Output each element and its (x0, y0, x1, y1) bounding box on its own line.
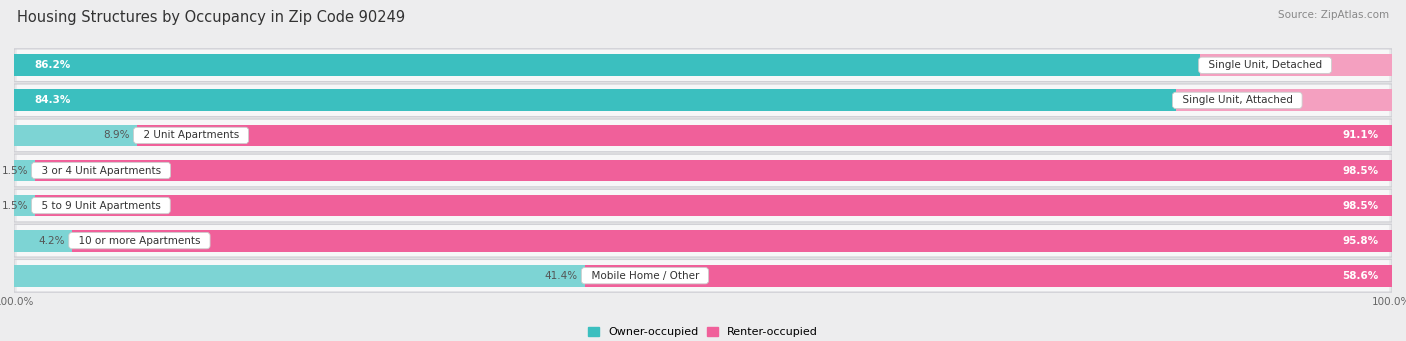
Text: 5 to 9 Unit Apartments: 5 to 9 Unit Apartments (35, 201, 167, 211)
Bar (1201, 55, 1392, 76)
Bar (14, 195, 35, 217)
Bar (14, 265, 585, 286)
FancyBboxPatch shape (14, 84, 1392, 117)
Bar (35, 160, 1392, 181)
Text: 10 or more Apartments: 10 or more Apartments (72, 236, 207, 246)
Text: 13.9%: 13.9% (1209, 60, 1241, 70)
FancyBboxPatch shape (17, 260, 1389, 291)
FancyBboxPatch shape (17, 155, 1389, 186)
Text: 58.6%: 58.6% (1341, 271, 1378, 281)
Bar (14, 89, 1175, 111)
Text: 84.3%: 84.3% (35, 95, 72, 105)
FancyBboxPatch shape (14, 119, 1392, 152)
FancyBboxPatch shape (14, 49, 1392, 82)
Text: 4.2%: 4.2% (38, 236, 65, 246)
Text: 1.5%: 1.5% (1, 165, 28, 176)
Bar (35, 195, 1392, 217)
Text: Mobile Home / Other: Mobile Home / Other (585, 271, 706, 281)
FancyBboxPatch shape (14, 189, 1392, 222)
Bar (14, 230, 72, 252)
Text: Single Unit, Attached: Single Unit, Attached (1175, 95, 1299, 105)
FancyBboxPatch shape (14, 154, 1392, 187)
FancyBboxPatch shape (14, 259, 1392, 292)
Text: 91.1%: 91.1% (1343, 130, 1378, 140)
Text: Single Unit, Detached: Single Unit, Detached (1202, 60, 1329, 70)
Text: Housing Structures by Occupancy in Zip Code 90249: Housing Structures by Occupancy in Zip C… (17, 10, 405, 25)
Text: 2 Unit Apartments: 2 Unit Apartments (136, 130, 246, 140)
Text: 8.9%: 8.9% (103, 130, 129, 140)
Text: 98.5%: 98.5% (1343, 201, 1378, 211)
Text: 1.5%: 1.5% (1, 201, 28, 211)
Text: 98.5%: 98.5% (1343, 165, 1378, 176)
Bar (72, 230, 1392, 252)
FancyBboxPatch shape (17, 190, 1389, 221)
FancyBboxPatch shape (17, 85, 1389, 116)
FancyBboxPatch shape (14, 224, 1392, 257)
Bar (1175, 89, 1392, 111)
Text: Source: ZipAtlas.com: Source: ZipAtlas.com (1278, 10, 1389, 20)
FancyBboxPatch shape (17, 225, 1389, 256)
Text: 41.4%: 41.4% (544, 271, 578, 281)
Text: 95.8%: 95.8% (1343, 236, 1378, 246)
Text: 86.2%: 86.2% (35, 60, 70, 70)
Text: 15.7%: 15.7% (1182, 95, 1216, 105)
Bar (14, 160, 35, 181)
Bar (136, 124, 1392, 146)
Legend: Owner-occupied, Renter-occupied: Owner-occupied, Renter-occupied (583, 323, 823, 341)
Text: 3 or 4 Unit Apartments: 3 or 4 Unit Apartments (35, 165, 167, 176)
Bar (14, 124, 136, 146)
Bar (585, 265, 1392, 286)
Bar (14, 55, 1202, 76)
FancyBboxPatch shape (17, 50, 1389, 81)
FancyBboxPatch shape (17, 120, 1389, 151)
